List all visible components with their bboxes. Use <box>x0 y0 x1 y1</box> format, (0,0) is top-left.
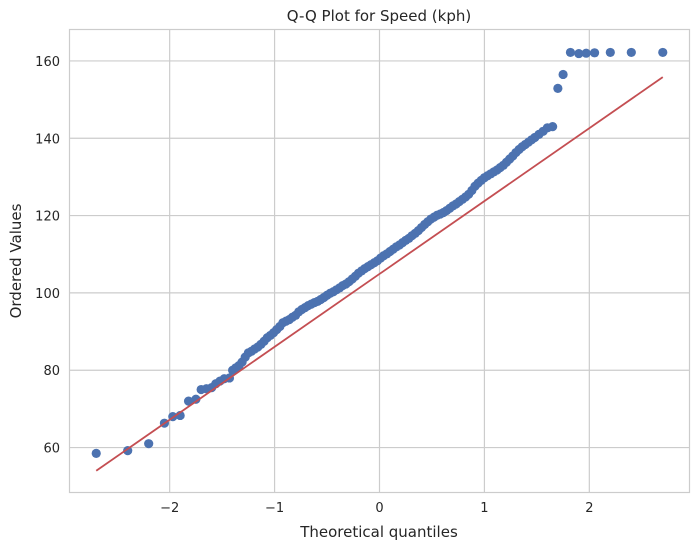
y-axis-title: Ordered Values <box>7 203 25 318</box>
data-point <box>553 83 563 93</box>
y-tick-label: 120 <box>35 210 60 225</box>
data-point <box>581 48 591 58</box>
data-point <box>574 48 584 59</box>
data-points <box>91 47 668 458</box>
x-tick-labels: −2 −1 0 1 2 <box>160 501 593 516</box>
x-tick-label: 0 <box>375 501 383 516</box>
data-point <box>589 48 600 58</box>
y-tick-labels: 60 80 100 120 140 160 <box>35 55 60 457</box>
data-point <box>658 47 668 58</box>
data-point <box>144 439 154 449</box>
y-tick-label: 140 <box>35 132 60 147</box>
x-tick-label: −2 <box>160 501 179 516</box>
x-axis-title: Theoretical quantiles <box>299 523 458 541</box>
y-tick-label: 100 <box>35 287 60 302</box>
data-point <box>183 396 194 406</box>
grid-lines <box>70 30 689 492</box>
data-point <box>565 47 576 58</box>
data-point <box>626 47 636 58</box>
x-tick-label: 1 <box>480 501 488 516</box>
fit-line-group <box>95 76 664 472</box>
data-point <box>548 122 558 132</box>
plot-frame <box>68 28 691 494</box>
y-tick-label: 60 <box>43 442 60 457</box>
y-tick-label: 160 <box>35 55 60 70</box>
y-tick-label: 80 <box>43 364 60 379</box>
x-tick-label: 2 <box>585 501 593 516</box>
data-point <box>91 448 101 458</box>
x-tick-label: −1 <box>265 501 284 516</box>
data-point <box>558 69 568 80</box>
chart-title: Q-Q Plot for Speed (kph) <box>287 7 471 25</box>
fit-line <box>95 76 664 472</box>
data-point <box>191 394 201 404</box>
data-point <box>605 47 615 58</box>
